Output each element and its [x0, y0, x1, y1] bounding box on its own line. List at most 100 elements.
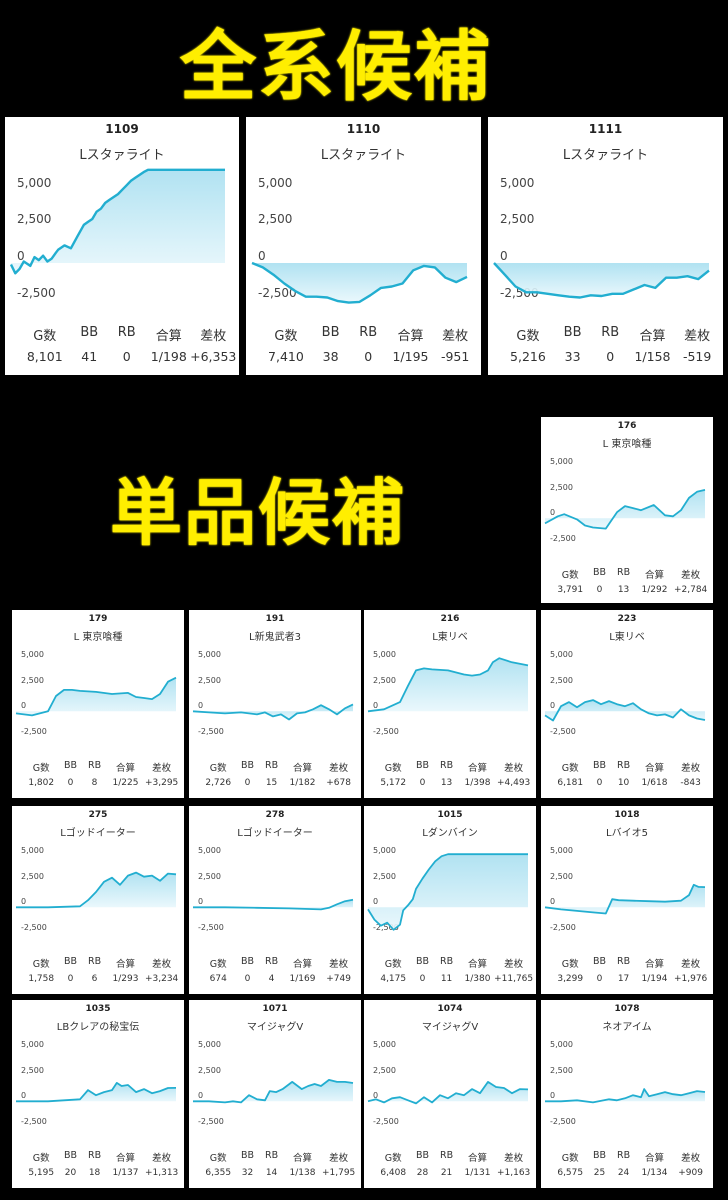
- chart-subtitle: LBクレアの秘宝伝: [56, 1022, 140, 1033]
- chart-subtitle: ネオアイム: [602, 1022, 652, 1033]
- chart-plot: [367, 853, 528, 931]
- y-tick-label: 2,500: [21, 871, 44, 881]
- chart-title: 1111: [588, 122, 623, 136]
- chart-plot: [493, 262, 710, 299]
- stat-header: 合算: [645, 763, 665, 774]
- y-tick-label: -2,500: [550, 726, 576, 736]
- series-line: [16, 871, 177, 909]
- stat-header: 差枚: [329, 763, 349, 774]
- stat-value: 5,216: [510, 349, 546, 364]
- chart-plot: [193, 1079, 354, 1104]
- chart-title: 1035: [85, 1004, 111, 1014]
- stat-header: BB: [240, 956, 254, 967]
- stat-value: 1/398: [464, 778, 491, 788]
- y-tick-label: 5,000: [373, 650, 396, 660]
- stat-value: +6,353: [190, 349, 237, 364]
- stat-value: +3,234: [144, 974, 179, 984]
- chart-card: 1074 マイジャグV 5,000 2,500 0 -2,500 G数 6,408 BB 28 RB…: [364, 1000, 536, 1188]
- stat-header: BB: [415, 1150, 429, 1161]
- stat-value: 5,195: [28, 1168, 55, 1178]
- stat-header: BB: [240, 1150, 254, 1161]
- stat-value: 5,172: [380, 778, 407, 788]
- stat-header: RB: [87, 1150, 102, 1161]
- series-line: [192, 703, 354, 721]
- stat-header: RB: [117, 325, 136, 340]
- stat-value: 33: [564, 349, 581, 364]
- stat-value: 0: [67, 974, 74, 984]
- series-area: [193, 704, 353, 720]
- chart-title: 191: [265, 614, 285, 624]
- y-tick-label: 5,000: [21, 650, 44, 660]
- chart-subtitle: L新鬼武者3: [249, 632, 301, 643]
- stat-value: +11,765: [494, 974, 534, 984]
- stat-value: 32: [241, 1168, 254, 1178]
- stat-value: 28: [416, 1168, 429, 1178]
- stat-header: 合算: [116, 959, 136, 970]
- stat-value: 6,408: [380, 1168, 407, 1178]
- chart-card: 176 L 東京喰種 5,000 2,500 0 -2,500 G数 3,791 BB 0 RB 13…: [541, 417, 713, 603]
- y-tick-label: -2,500: [550, 922, 576, 932]
- y-tick-label: 0: [21, 897, 27, 907]
- stat-value: 3,299: [557, 974, 584, 984]
- chart-subtitle: L 東京喰種: [73, 632, 123, 643]
- chart-subtitle: Lゴッドイーター: [60, 828, 136, 839]
- y-tick-label: -2,500: [373, 1116, 399, 1126]
- stat-value: +1,976: [673, 974, 708, 984]
- chart-title: 1110: [346, 122, 381, 136]
- y-tick-label: 2,500: [500, 212, 535, 227]
- stat-header: RB: [87, 760, 102, 771]
- chart-plot: [15, 676, 177, 717]
- stat-header: RB: [616, 567, 631, 578]
- chart-card: 1015 Lダンバイン 5,000 2,500 0 -2,500 G数 4,175 BB 0 RB 1…: [364, 806, 536, 994]
- stat-header: 合算: [468, 763, 488, 774]
- series-line: [493, 262, 710, 299]
- y-tick-label: 0: [373, 701, 379, 711]
- chart-plot: [16, 871, 177, 909]
- series-area: [545, 489, 705, 529]
- stat-value: 6,181: [557, 778, 584, 788]
- y-tick-label: -2,500: [550, 533, 576, 543]
- stat-value: 17: [617, 974, 630, 984]
- series-area: [193, 1079, 353, 1103]
- heading-all-models: 全系候補: [180, 22, 492, 111]
- stat-value: 1/131: [464, 1168, 491, 1178]
- stat-value: -843: [680, 778, 701, 788]
- chart-title: 1018: [614, 810, 640, 820]
- chart-card: 1071 マイジャグV 5,000 2,500 0 -2,500 G数 6,355 BB 32 RB…: [189, 1000, 361, 1188]
- stat-value: +678: [326, 778, 351, 788]
- stat-header: 合算: [397, 329, 424, 344]
- stat-header: G数: [33, 329, 57, 344]
- stat-value: +1,313: [144, 1168, 179, 1178]
- y-tick-label: 5,000: [373, 1040, 396, 1050]
- stat-value: 41: [81, 349, 98, 364]
- stat-header: 差枚: [152, 763, 172, 774]
- stat-value: 13: [617, 585, 630, 595]
- series-line: [9, 168, 225, 275]
- stat-value: 1/138: [289, 1168, 316, 1178]
- chart-card: 1018 Lバイオ5 5,000 2,500 0 -2,500 G数 3,299 BB 0 RB 17…: [541, 806, 713, 994]
- stat-header: G数: [384, 1153, 402, 1164]
- stat-value: 6,355: [205, 1168, 232, 1178]
- series-line: [193, 1079, 354, 1104]
- chart-card: 216 L東リベ 5,000 2,500 0 -2,500 G数 5,172 BB 0 RB 13 合算…: [364, 610, 536, 798]
- series-line: [544, 699, 706, 722]
- series-area: [494, 263, 709, 298]
- stat-value: 15: [265, 778, 278, 788]
- y-tick-label: 0: [198, 701, 204, 711]
- y-tick-label: -2,500: [198, 726, 224, 736]
- series-area: [545, 884, 705, 914]
- chart-subtitle: Lスタァライト: [79, 148, 165, 163]
- y-tick-label: 5,000: [550, 1040, 573, 1050]
- chart-plot: [251, 261, 468, 304]
- stat-value: 1,758: [28, 974, 55, 984]
- stat-value: 0: [67, 778, 74, 788]
- y-tick-label: 2,500: [550, 871, 573, 881]
- chart-plot: [16, 1082, 177, 1103]
- stat-value: 0: [596, 585, 603, 595]
- stat-header: RB: [439, 760, 454, 771]
- stat-header: 合算: [645, 570, 665, 581]
- stat-header: 合算: [468, 959, 488, 970]
- stat-header: RB: [439, 1150, 454, 1161]
- chart-card: 278 Lゴッドイーター 5,000 2,500 0 -2,500 G数 674 BB 0 RB 4 合…: [189, 806, 361, 994]
- y-tick-label: 5,000: [550, 846, 573, 856]
